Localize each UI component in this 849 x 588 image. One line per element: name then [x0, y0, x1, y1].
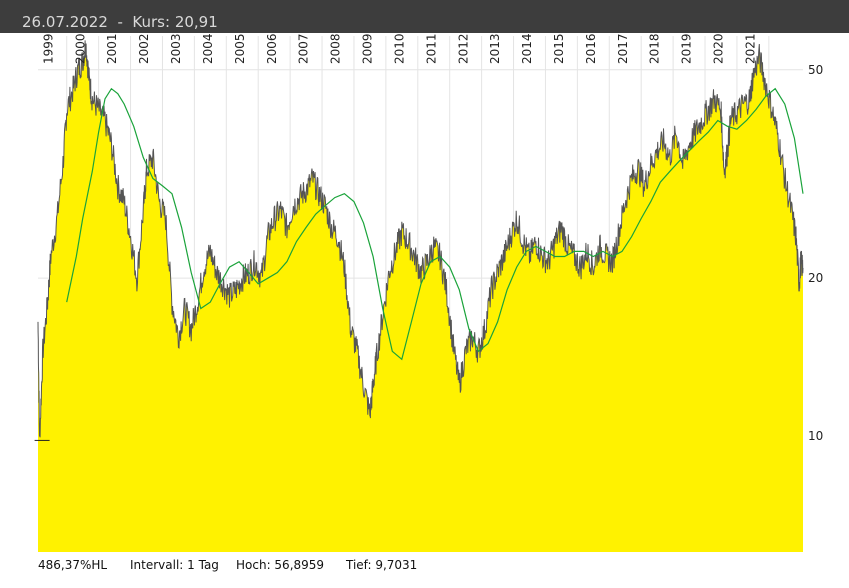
year-label: 2011 [424, 33, 438, 64]
header-separator: - [117, 13, 123, 31]
year-label: 2004 [201, 33, 215, 64]
chart-footer: 486,37%HL Intervall: 1 Tag Hoch: 56,8959… [0, 556, 849, 580]
y-tick-label: 20 [808, 271, 823, 285]
year-label: 2003 [169, 33, 183, 64]
year-label: 2021 [743, 33, 757, 64]
price-chart[interactable]: 1999 2000 2001 2002 2003 2004 2005 2006 2007 2008… [0, 0, 849, 556]
year-label: 2018 [648, 33, 662, 64]
year-label: 2017 [616, 33, 630, 64]
year-label: 2008 [329, 33, 343, 64]
year-label: 2015 [552, 33, 566, 64]
year-label: 2014 [520, 33, 534, 64]
year-label: 2006 [265, 33, 279, 64]
moving-average-line [66, 87, 804, 361]
header-price-label: Kurs: [132, 13, 171, 31]
year-label: 2009 [361, 33, 375, 64]
footer-low: Tief: 9,7031 [346, 558, 418, 572]
year-label: 2002 [137, 33, 151, 64]
footer-high: Hoch: 56,8959 [236, 558, 325, 572]
y-tick-label: 50 [808, 63, 823, 77]
price-area [38, 40, 803, 553]
year-label: 2007 [297, 33, 311, 64]
footer-hl-range: 486,37%HL [38, 558, 108, 572]
footer-interval: Intervall: 1 Tag [130, 558, 219, 572]
chart-header: 26.07.2022 - Kurs: 20,91 [0, 0, 849, 33]
header-price: 20,91 [174, 13, 218, 31]
moving-average-layer [66, 87, 804, 361]
y-tick-label: 10 [808, 429, 823, 443]
year-label: 2019 [680, 33, 694, 64]
price-line [37, 40, 804, 438]
year-label: 2013 [488, 33, 502, 64]
header-date: 26.07.2022 [22, 13, 108, 31]
year-label: 1999 [41, 33, 55, 64]
y-axis-ticks: 50 20 10 [808, 63, 823, 443]
year-label: 2012 [456, 33, 470, 64]
year-label: 2020 [712, 33, 726, 64]
price-area-layer [37, 40, 804, 553]
year-label: 2000 [73, 33, 87, 64]
year-label: 2005 [233, 33, 247, 64]
year-label: 2016 [584, 33, 598, 64]
year-label: 2001 [105, 33, 119, 64]
year-label: 2010 [392, 33, 406, 64]
header-title: 26.07.2022 - Kurs: 20,91 [22, 13, 218, 31]
year-labels: 1999 2000 2001 2002 2003 2004 2005 2006 2007 2008… [41, 33, 757, 64]
